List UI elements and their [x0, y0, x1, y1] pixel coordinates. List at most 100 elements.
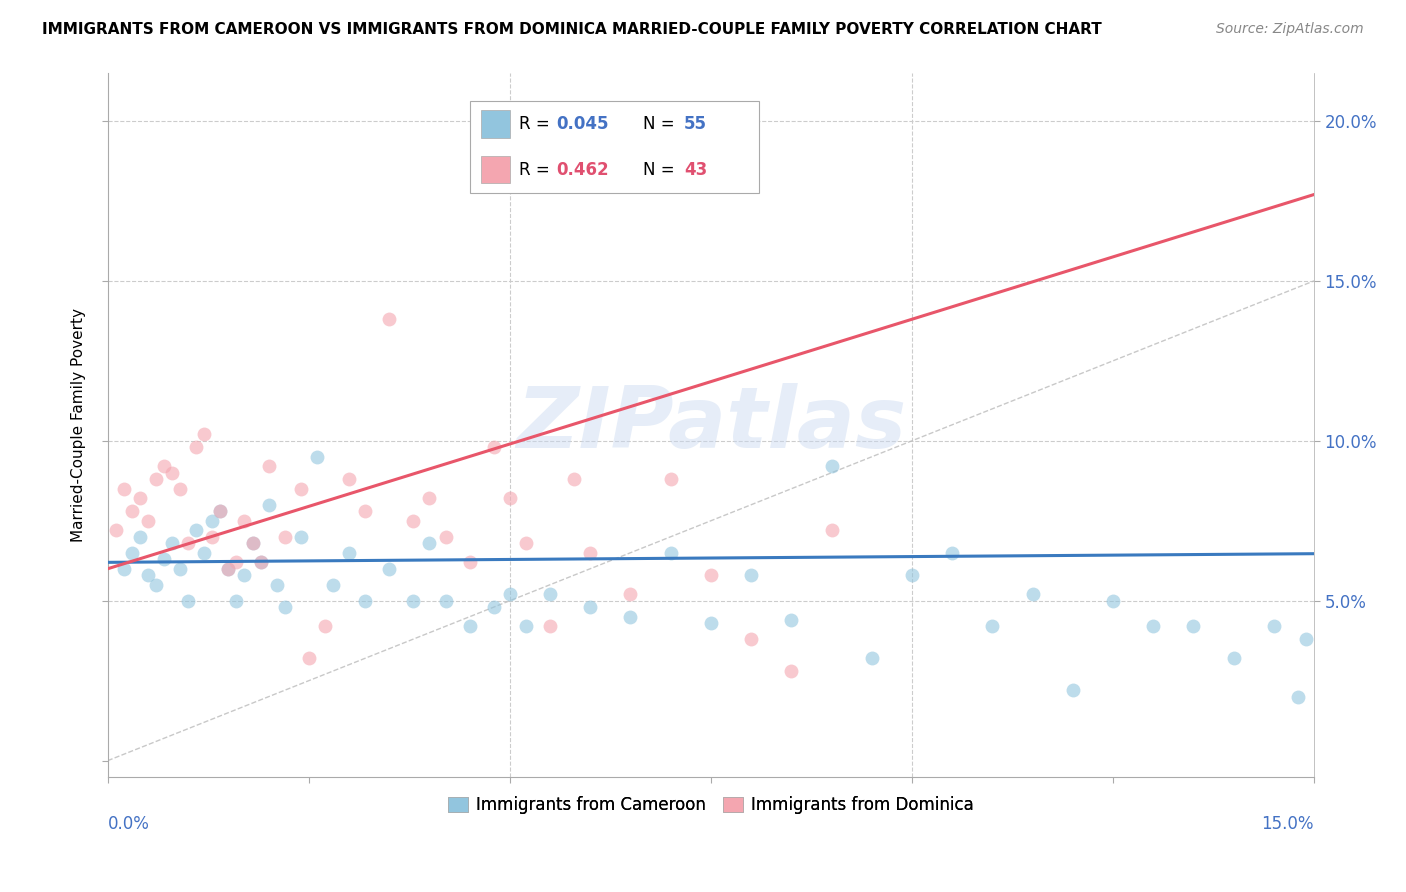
Point [314, 619, 336, 633]
Point [233, 514, 256, 528]
Point [160, 536, 183, 550]
Point [225, 555, 247, 569]
Point [659, 472, 682, 486]
Point [153, 552, 176, 566]
Point [378, 562, 401, 576]
Point [186, 440, 208, 454]
Point [659, 546, 682, 560]
Point [169, 562, 191, 576]
Point [780, 664, 803, 678]
Point [538, 619, 561, 633]
Point [145, 578, 167, 592]
Point [482, 440, 505, 454]
Text: 15.0%: 15.0% [1261, 815, 1315, 833]
Point [402, 593, 425, 607]
Text: 0.0%: 0.0% [108, 815, 149, 833]
Point [820, 524, 842, 538]
Point [740, 568, 762, 582]
Point [700, 568, 723, 582]
Text: ZIPatlas: ZIPatlas [516, 384, 905, 467]
Point [820, 459, 842, 474]
Point [1021, 587, 1043, 601]
Point [129, 530, 152, 544]
Point [458, 619, 481, 633]
Point [225, 593, 247, 607]
Point [1102, 593, 1125, 607]
Point [209, 504, 232, 518]
Point [418, 536, 440, 550]
Point [402, 514, 425, 528]
Point [515, 619, 537, 633]
Point [136, 514, 159, 528]
Point [354, 593, 377, 607]
Point [273, 530, 295, 544]
Point [145, 472, 167, 486]
Point [112, 482, 135, 496]
Point [186, 524, 208, 538]
Point [434, 593, 457, 607]
Text: Source: ZipAtlas.com: Source: ZipAtlas.com [1216, 22, 1364, 37]
Point [354, 504, 377, 518]
Point [337, 472, 360, 486]
Point [266, 578, 288, 592]
Point [619, 609, 641, 624]
Point [619, 587, 641, 601]
Point [217, 562, 239, 576]
Point [1295, 632, 1317, 646]
Point [305, 450, 328, 464]
Point [499, 491, 522, 506]
Point [579, 546, 602, 560]
Point [177, 536, 200, 550]
Point [257, 459, 280, 474]
Point [780, 613, 803, 627]
Point [538, 587, 561, 601]
Point [242, 536, 264, 550]
Point [499, 587, 522, 601]
Point [562, 472, 585, 486]
Point [1263, 619, 1285, 633]
Point [242, 536, 264, 550]
Point [112, 562, 135, 576]
Point [515, 536, 537, 550]
Point [418, 491, 440, 506]
Point [290, 530, 312, 544]
Y-axis label: Married-Couple Family Poverty: Married-Couple Family Poverty [72, 308, 86, 541]
Point [740, 632, 762, 646]
Point [290, 482, 312, 496]
Point [1222, 651, 1244, 665]
Point [136, 568, 159, 582]
Point [434, 530, 457, 544]
Point [1182, 619, 1205, 633]
Point [700, 616, 723, 631]
Point [201, 514, 224, 528]
Point [257, 498, 280, 512]
Point [1142, 619, 1164, 633]
Point [249, 555, 271, 569]
Point [378, 312, 401, 326]
Point [1286, 690, 1309, 704]
Point [121, 504, 143, 518]
Point [217, 562, 239, 576]
Point [298, 651, 321, 665]
Point [458, 555, 481, 569]
Point [153, 459, 176, 474]
Point [249, 555, 271, 569]
Point [579, 600, 602, 615]
Point [129, 491, 152, 506]
Point [193, 546, 215, 560]
Point [941, 546, 963, 560]
Point [121, 546, 143, 560]
Point [981, 619, 1004, 633]
Point [337, 546, 360, 560]
Point [209, 504, 232, 518]
Legend: Immigrants from Cameroon, Immigrants from Dominica: Immigrants from Cameroon, Immigrants fro… [441, 789, 980, 821]
Point [901, 568, 924, 582]
Point [160, 466, 183, 480]
Point [233, 568, 256, 582]
Point [860, 651, 883, 665]
Point [201, 530, 224, 544]
Point [273, 600, 295, 615]
Point [193, 427, 215, 442]
Point [1062, 683, 1084, 698]
Point [482, 600, 505, 615]
